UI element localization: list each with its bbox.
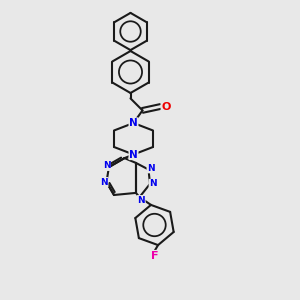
Text: O: O (161, 101, 171, 112)
Text: N: N (149, 179, 157, 188)
Text: F: F (151, 250, 158, 261)
Text: N: N (137, 196, 145, 205)
Text: N: N (129, 118, 138, 128)
Text: N: N (100, 178, 108, 187)
Text: N: N (103, 161, 110, 170)
Text: N: N (147, 164, 155, 173)
Text: N: N (129, 149, 138, 160)
